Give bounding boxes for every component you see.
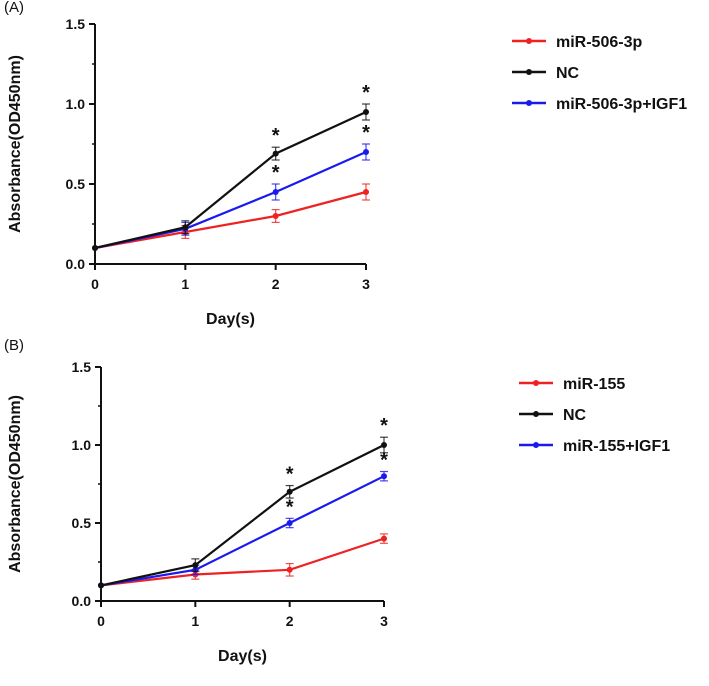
data-point [272, 150, 279, 157]
x-tick-label: 0 [91, 276, 99, 292]
series-line [100, 537, 385, 587]
data-point [363, 109, 369, 115]
legend-swatch-marker [526, 100, 532, 106]
y-tick-label: 0.0 [66, 256, 86, 272]
legend-label: NC [556, 65, 580, 82]
x-tick-label: 2 [272, 276, 280, 292]
panel-label: (A) [4, 0, 24, 16]
y-tick-label: 0.5 [72, 515, 92, 531]
panel-a: (A) 0.0 0.5 1.0 1.5 0 1 2 3 Day(s) Absorbance(OD45… [4, 0, 687, 328]
x-axis-title: Day(s) [218, 648, 267, 665]
series-line [100, 444, 385, 587]
legend-swatch-marker [526, 38, 532, 44]
y-tick-label: 1.5 [66, 16, 86, 32]
data-point [381, 442, 387, 448]
x-axis-title: Day(s) [206, 311, 255, 328]
legend-swatch-marker [526, 69, 532, 75]
data-point [363, 149, 369, 155]
series-line [94, 190, 367, 250]
x-tick-label: 2 [286, 613, 294, 629]
significance-marker: * [272, 125, 280, 147]
data-point [286, 566, 293, 573]
y-tick-label: 0.0 [72, 593, 92, 609]
series-line [100, 475, 385, 587]
data-point [381, 535, 387, 542]
x-tick-label: 3 [380, 613, 388, 629]
significance-marker: * [286, 496, 294, 518]
legend-swatch-marker [533, 380, 539, 386]
series-line [94, 150, 367, 250]
data-point [192, 562, 199, 569]
significance-marker: * [286, 464, 294, 486]
panel-b: (B) 0.0 0.5 1.0 1.5 0 1 2 3 Day(s) Absorbance(OD45… [4, 337, 670, 665]
significance-marker: * [362, 82, 370, 104]
data-point [286, 488, 293, 495]
legend-label: NC [563, 407, 587, 424]
legend-label: miR-155+IGF1 [563, 438, 670, 455]
data-point [381, 473, 387, 480]
y-tick-label: 0.5 [66, 176, 86, 192]
legend-label: miR-506-3p+IGF1 [556, 96, 687, 113]
significance-marker: * [380, 415, 388, 437]
x-tick-label: 1 [181, 276, 189, 292]
data-point [98, 582, 104, 589]
legend-label: miR-506-3p [556, 34, 642, 51]
data-point [92, 245, 98, 251]
y-axis-title: Absorbance(OD450nm) [7, 395, 24, 573]
significance-marker: * [362, 122, 370, 144]
y-tick-label: 1.0 [72, 437, 92, 453]
data-point [182, 224, 189, 231]
x-tick-label: 1 [191, 613, 199, 629]
x-tick-label: 0 [97, 613, 105, 629]
y-tick-label: 1.5 [72, 359, 92, 375]
data-point [272, 189, 279, 195]
data-point [272, 213, 279, 219]
significance-marker: * [380, 450, 388, 472]
legend-swatch-marker [533, 411, 539, 417]
significance-marker: * [272, 162, 280, 184]
x-tick-label: 3 [362, 276, 370, 292]
data-point [286, 520, 293, 526]
panel-label: (B) [4, 337, 24, 354]
y-axis-title: Absorbance(OD450nm) [7, 55, 24, 233]
series-line [94, 111, 367, 250]
data-point [363, 189, 369, 195]
legend-label: miR-155 [563, 376, 625, 393]
legend-swatch-marker [533, 442, 539, 448]
y-tick-label: 1.0 [66, 96, 86, 112]
